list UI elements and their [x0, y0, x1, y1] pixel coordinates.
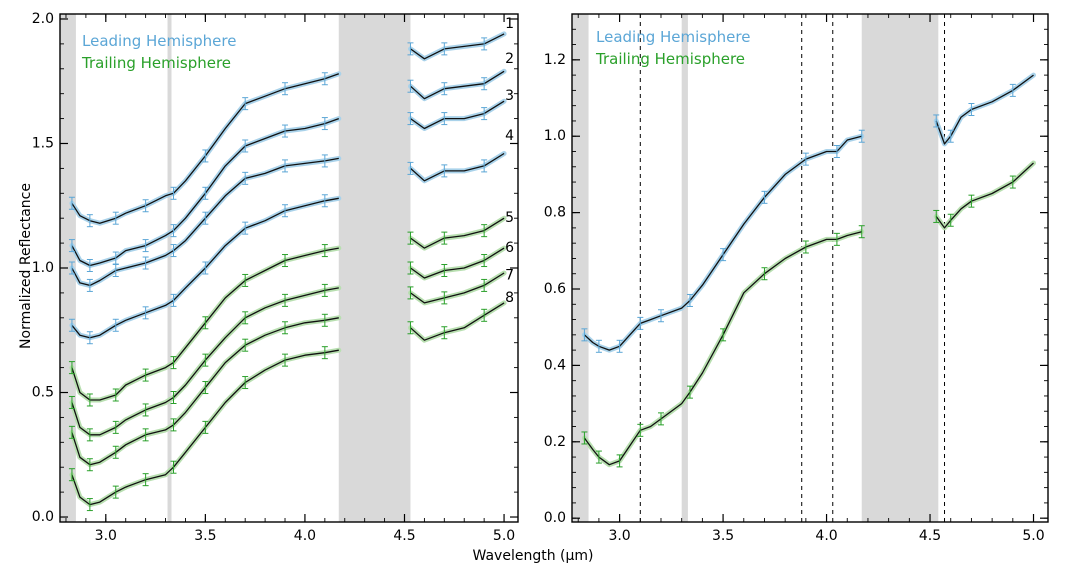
left-y-tick-label: 1.5 [32, 135, 54, 151]
left-series-6 [68, 245, 507, 442]
left-x-tick-label: 4.0 [294, 528, 316, 544]
left-series-8-line-2 [410, 302, 505, 341]
left-series-label-6: 6 [505, 240, 514, 256]
right-x-tick-label: 3.5 [712, 528, 734, 544]
left-y-tick-label: 0.5 [32, 385, 54, 401]
left-series-4-uncertainty-2 [408, 151, 507, 184]
x-axis-label: Wavelength (μm) [473, 548, 594, 564]
right-series-trailing-hemisphere-uncertainty-1 [581, 229, 865, 468]
left-series-8-line-1 [71, 349, 339, 506]
right-y-tick-label: 1.0 [544, 128, 566, 144]
left-series-labels: 1 2 3 4 5 6 7 8 [505, 16, 514, 306]
right-series [581, 72, 1036, 468]
left-series-1 [68, 31, 507, 228]
left-axes: 3.0 3.5 4.0 4.5 5.0 0.0 0.5 1.0 1.5 2.0 [32, 11, 519, 544]
right-shaded-region-2 [681, 14, 688, 522]
left-series-4-line-1 [71, 197, 339, 339]
left-series-3 [68, 98, 507, 292]
right-y-tick-label: 0.8 [544, 205, 566, 221]
left-series-label-7: 7 [505, 267, 514, 283]
left-x-tick-label: 5.0 [493, 528, 515, 544]
right-legend-trailing: Trailing Hemisphere [595, 50, 745, 68]
right-plot-frame [571, 13, 1049, 523]
left-shaded-region-2 [167, 14, 172, 522]
right-x-tick-label: 3.0 [608, 528, 630, 544]
right-shaded-region-1 [572, 14, 589, 522]
left-series-1-line-2 [410, 33, 505, 60]
right-series-leading-hemisphere [581, 72, 1036, 353]
left-series-5 [68, 215, 507, 407]
right-series-leading-hemisphere-line-2 [935, 74, 1034, 145]
right-x-tick-label: 4.5 [919, 528, 941, 544]
right-series-trailing-hemisphere [581, 160, 1036, 468]
right-y-tick-label: 1.2 [544, 52, 566, 68]
left-series-8 [68, 300, 507, 512]
left-legend-leading: Leading Hemisphere [82, 32, 236, 50]
right-y-tick-label: 0.0 [544, 510, 566, 526]
left-y-axis-label: Normalized Reflectance [18, 183, 34, 349]
left-y-tick-label: 0.0 [32, 509, 54, 525]
left-series-6-line-2 [410, 247, 505, 279]
left-shaded-regions [60, 14, 411, 522]
left-series-label-2: 2 [505, 51, 514, 67]
right-series-trailing-hemisphere-line-1 [583, 231, 862, 466]
left-series-4-line-2 [410, 152, 505, 182]
left-series-7-line-1 [71, 317, 339, 466]
right-axes: 3.0 3.5 4.0 4.5 5.0 0.0 0.2 0.4 0.6 0.8 1.0 1.2 [544, 13, 1049, 544]
left-series-1-line-1 [71, 73, 340, 224]
left-series-label-8: 8 [505, 290, 514, 306]
left-series-label-3: 3 [505, 88, 514, 104]
right-shaded-region-3 [861, 14, 939, 522]
left-series-7 [68, 270, 507, 472]
left-x-tick-label: 3.0 [95, 528, 117, 544]
right-y-tick-label: 0.4 [544, 357, 566, 373]
left-series-2-uncertainty-2 [408, 68, 507, 102]
left-series-5-line-2 [410, 217, 505, 249]
left-series-3-uncertainty-2 [408, 98, 507, 131]
right-legend-leading: Leading Hemisphere [596, 28, 750, 46]
left-series-3-line-1 [71, 157, 339, 287]
left-y-tick-label: 2.0 [32, 11, 54, 27]
left-series-2-line-2 [410, 70, 505, 100]
left-legend-trailing: Trailing Hemisphere [81, 54, 231, 72]
left-shaded-region-3 [338, 14, 411, 522]
left-series [68, 31, 507, 512]
right-panel: 3.0 3.5 4.0 4.5 5.0 0.0 0.2 0.4 0.6 0.8 1.0 1.2 Lea… [544, 13, 1049, 544]
right-x-tick-label: 5.0 [1022, 528, 1044, 544]
right-x-tick-label: 4.0 [815, 528, 837, 544]
left-series-8-uncertainty-2 [408, 300, 507, 343]
left-series-2 [68, 68, 507, 273]
left-series-1-uncertainty-1 [69, 71, 342, 226]
left-series-6-uncertainty-2 [408, 245, 507, 281]
left-series-6-line-1 [71, 287, 339, 436]
right-shaded-regions [572, 14, 939, 522]
left-y-tick-label: 1.0 [32, 260, 54, 276]
left-series-4 [68, 151, 507, 345]
left-series-3-line-2 [410, 100, 505, 130]
left-series-label-1: 1 [505, 16, 514, 32]
left-series-label-5: 5 [505, 210, 514, 226]
left-series-2-line-1 [71, 117, 340, 267]
left-x-tick-label: 3.5 [194, 528, 216, 544]
left-series-label-4: 4 [505, 128, 514, 144]
right-series-trailing-hemisphere-line-2 [935, 162, 1034, 229]
left-x-tick-label: 4.5 [393, 528, 415, 544]
right-y-tick-label: 0.6 [544, 281, 566, 297]
left-series-7-line-2 [410, 272, 505, 304]
right-y-tick-label: 0.2 [544, 434, 566, 450]
left-series-1-uncertainty-2 [408, 31, 507, 62]
left-series-5-line-1 [71, 247, 339, 401]
left-series-5-uncertainty-2 [408, 215, 507, 251]
